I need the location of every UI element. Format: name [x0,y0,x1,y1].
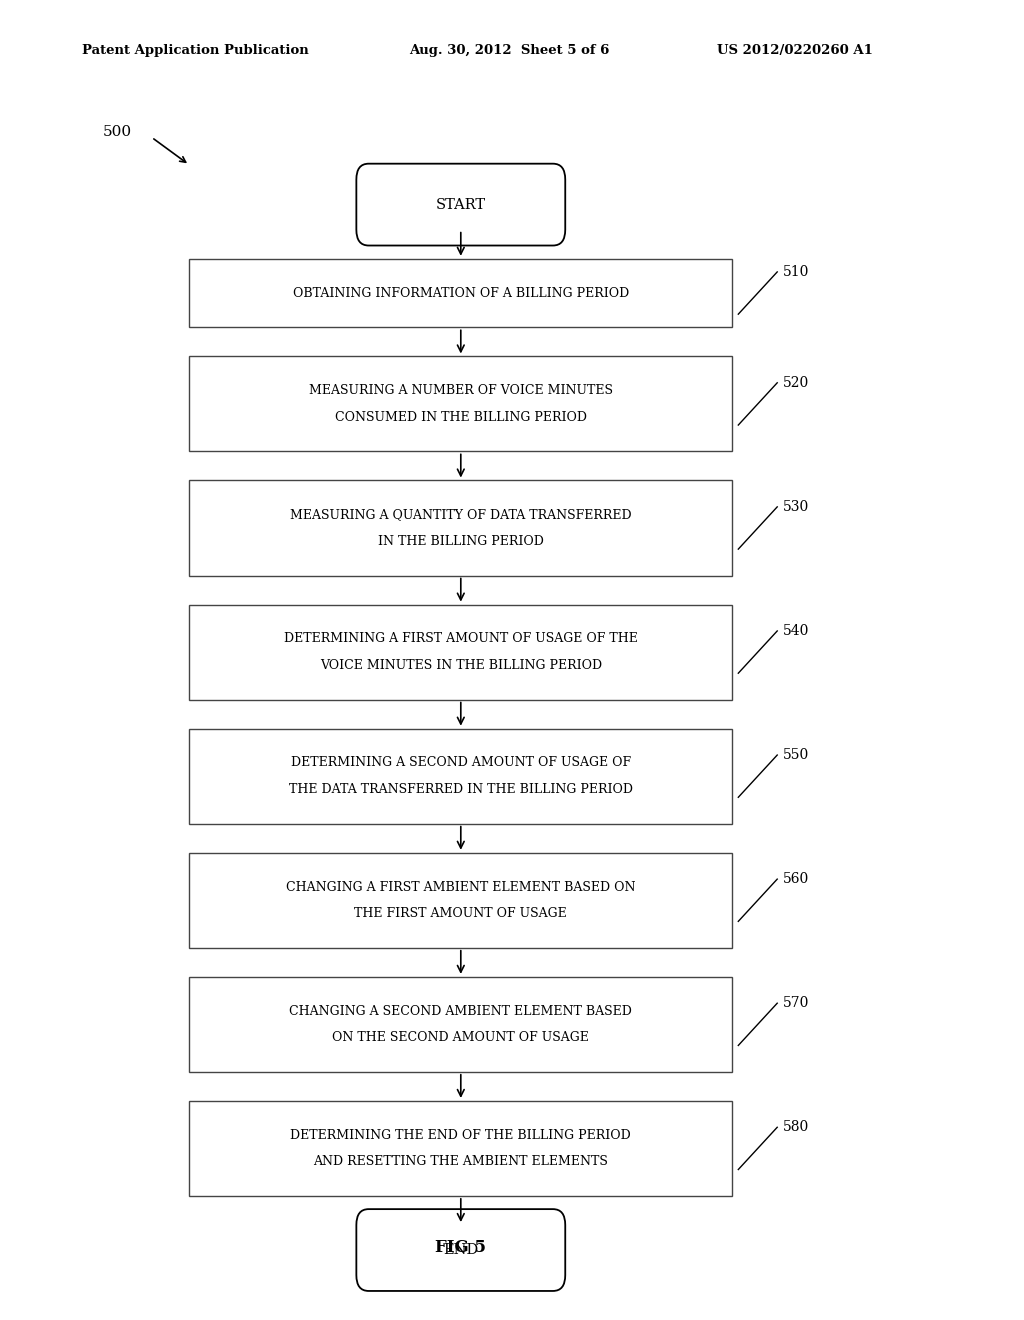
Text: VOICE MINUTES IN THE BILLING PERIOD: VOICE MINUTES IN THE BILLING PERIOD [319,659,602,672]
Text: IN THE BILLING PERIOD: IN THE BILLING PERIOD [378,535,544,548]
Text: DETERMINING THE END OF THE BILLING PERIOD: DETERMINING THE END OF THE BILLING PERIO… [291,1129,631,1142]
Text: 500: 500 [102,125,131,139]
Text: OBTAINING INFORMATION OF A BILLING PERIOD: OBTAINING INFORMATION OF A BILLING PERIO… [293,286,629,300]
Text: END: END [443,1243,478,1257]
Text: 520: 520 [783,376,810,389]
Bar [189,853,732,948]
Bar [189,1101,732,1196]
Text: 570: 570 [783,997,810,1010]
Bar [189,729,732,824]
Text: 510: 510 [783,265,810,279]
Text: 540: 540 [783,624,810,638]
Text: 580: 580 [783,1121,810,1134]
Text: DETERMINING A SECOND AMOUNT OF USAGE OF: DETERMINING A SECOND AMOUNT OF USAGE OF [291,756,631,770]
Text: FIG 5: FIG 5 [435,1239,486,1255]
FancyBboxPatch shape [356,164,565,246]
Text: Aug. 30, 2012  Sheet 5 of 6: Aug. 30, 2012 Sheet 5 of 6 [410,44,610,57]
Text: THE DATA TRANSFERRED IN THE BILLING PERIOD: THE DATA TRANSFERRED IN THE BILLING PERI… [289,783,633,796]
Bar [189,259,732,327]
Text: MEASURING A QUANTITY OF DATA TRANSFERRED: MEASURING A QUANTITY OF DATA TRANSFERRED [290,508,632,521]
Bar [189,605,732,700]
Text: CONSUMED IN THE BILLING PERIOD: CONSUMED IN THE BILLING PERIOD [335,411,587,424]
Text: 560: 560 [783,873,810,886]
Text: THE FIRST AMOUNT OF USAGE: THE FIRST AMOUNT OF USAGE [354,907,567,920]
Bar [189,356,732,451]
Text: CHANGING A SECOND AMBIENT ELEMENT BASED: CHANGING A SECOND AMBIENT ELEMENT BASED [290,1005,632,1018]
Text: ON THE SECOND AMOUNT OF USAGE: ON THE SECOND AMOUNT OF USAGE [333,1031,589,1044]
Text: 530: 530 [783,500,810,513]
Text: 550: 550 [783,748,810,762]
Text: CHANGING A FIRST AMBIENT ELEMENT BASED ON: CHANGING A FIRST AMBIENT ELEMENT BASED O… [286,880,636,894]
Text: Patent Application Publication: Patent Application Publication [82,44,308,57]
Text: MEASURING A NUMBER OF VOICE MINUTES: MEASURING A NUMBER OF VOICE MINUTES [309,384,612,397]
Text: AND RESETTING THE AMBIENT ELEMENTS: AND RESETTING THE AMBIENT ELEMENTS [313,1155,608,1168]
Bar [189,977,732,1072]
Text: DETERMINING A FIRST AMOUNT OF USAGE OF THE: DETERMINING A FIRST AMOUNT OF USAGE OF T… [284,632,638,645]
Bar [189,480,732,576]
Text: START: START [436,198,485,211]
Text: US 2012/0220260 A1: US 2012/0220260 A1 [717,44,872,57]
FancyBboxPatch shape [356,1209,565,1291]
